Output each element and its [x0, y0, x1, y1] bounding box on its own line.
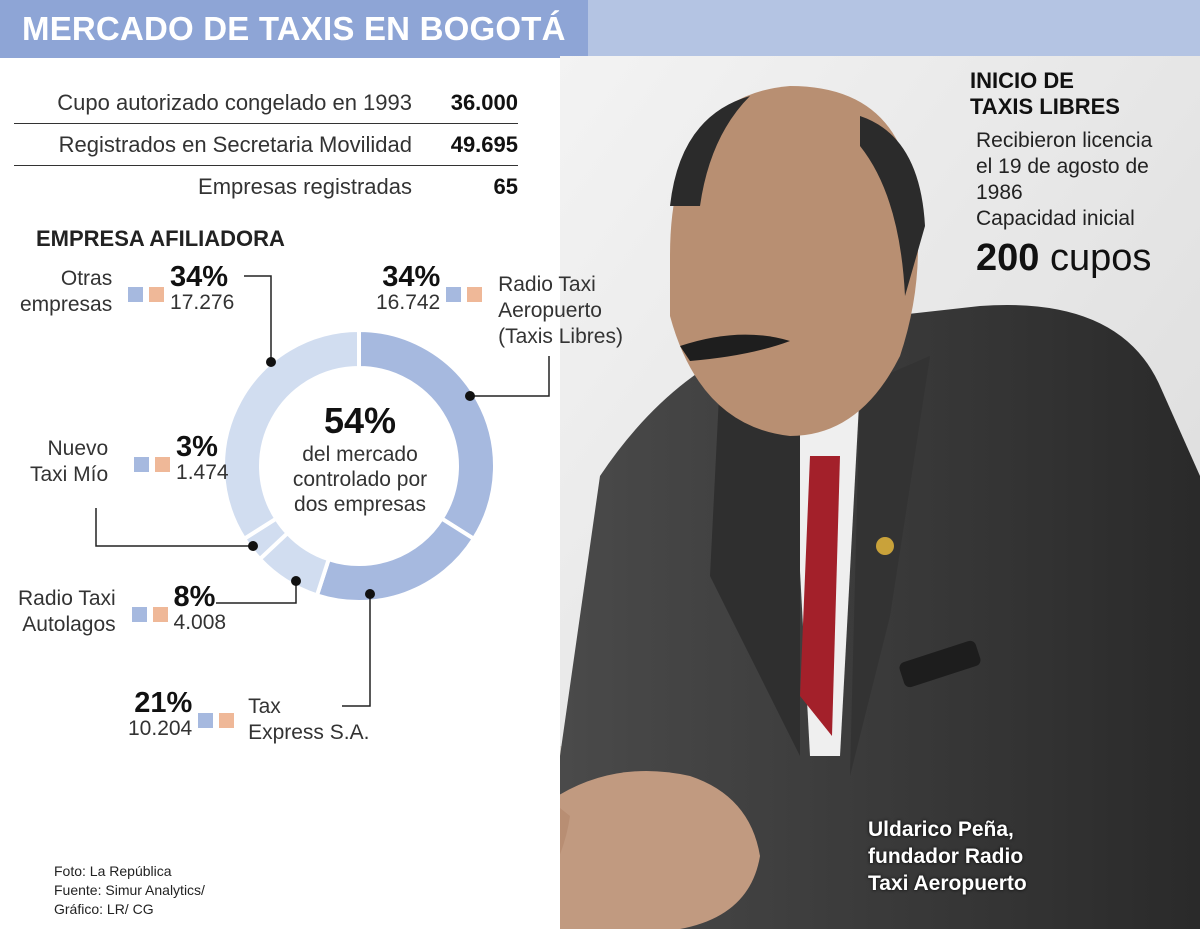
- affiliates-title: EMPRESA AFILIADORA: [36, 226, 285, 251]
- stat-value: 49.695: [450, 131, 518, 157]
- donut-slice-otras-empresas: [221, 327, 361, 542]
- slice-name-line: Express S.A.: [248, 721, 370, 744]
- caption-line: fundador Radio: [868, 845, 1024, 868]
- inicio-capacity: 200 cupos: [976, 237, 1151, 280]
- page-title: MERCADO DE TAXIS EN BOGOTÁ: [22, 10, 566, 47]
- inicio-text-line: el 19 de agosto de: [976, 155, 1149, 178]
- stat-row-cupo: Cupo autorizado congelado en 1993 36.000: [14, 82, 518, 124]
- stat-row-registrados: Registrados en Secretaria Movilidad 49.6…: [14, 124, 518, 166]
- slice-name-line: Nuevo: [47, 437, 109, 460]
- stat-row-empresas: Empresas registradas 65: [14, 166, 518, 207]
- slice-name-line: Tax: [248, 695, 281, 718]
- stat-label: Empresas registradas: [198, 173, 412, 199]
- slice-percent: 3%: [176, 431, 218, 463]
- credits: Foto: La República Fuente: Simur Analyti…: [54, 862, 205, 919]
- count-marker: [155, 457, 171, 472]
- slice-label-nuevo-taxi-mio: Nuevo Taxi Mío 3% 1.474: [30, 431, 229, 488]
- leader-line-otras-empresas: [244, 275, 272, 362]
- slice-label-radio-taxi-aeropuerto: 34% 16.742 Radio Taxi Aeropuerto (Taxis …: [376, 261, 623, 350]
- count-marker: [149, 287, 165, 302]
- credit-line: Gráfico: LR/ CG: [54, 901, 154, 917]
- inicio-title-line: INICIO DE: [970, 68, 1074, 93]
- center-text-line: del mercado: [302, 443, 418, 466]
- stat-value: 36.000: [450, 89, 518, 115]
- leader-dot-nuevo-taxi-mio: [248, 541, 258, 551]
- inicio-title: INICIO DE TAXIS LIBRES: [970, 68, 1120, 120]
- percent-marker: [128, 287, 144, 302]
- donut-center-text: del mercado controlado por dos empresas: [276, 442, 444, 517]
- percent-marker: [131, 607, 147, 622]
- leader-line-radio-taxi-aeropuerto: [470, 356, 550, 397]
- center-text-line: dos empresas: [294, 493, 426, 516]
- stat-value: 65: [493, 173, 518, 199]
- inicio-text: Recibieron licencia el 19 de agosto de 1…: [976, 128, 1186, 232]
- caption-line: Taxi Aeropuerto: [868, 872, 1027, 895]
- slice-name-line: Autolagos: [22, 613, 116, 636]
- slice-percent: 21%: [134, 687, 193, 719]
- slice-label-tax-express: 21% 10.204 Tax Express S.A.: [128, 687, 370, 746]
- stat-label: Registrados en Secretaria Movilidad: [58, 131, 412, 157]
- leader-line-nuevo-taxi-mio: [95, 508, 253, 547]
- slice-count: 17.276: [170, 291, 235, 314]
- donut-center-value: 54%: [323, 400, 397, 441]
- inicio-title-line: TAXIS LIBRES: [970, 94, 1120, 119]
- slice-percent: 8%: [173, 581, 216, 613]
- inicio-unit: cupos: [1049, 237, 1152, 279]
- leader-line-tax-express: [342, 594, 371, 707]
- photo-caption: Uldarico Peña, fundador Radio Taxi Aerop…: [868, 816, 1027, 897]
- stats-table: Cupo autorizado congelado en 1993 36.000…: [14, 82, 518, 207]
- stat-label: Cupo autorizado congelado en 1993: [57, 89, 412, 115]
- slice-name-line: (Taxis Libres): [498, 325, 623, 348]
- caption-line: Uldarico Peña,: [868, 818, 1014, 841]
- inicio-text-line: 1986: [976, 181, 1023, 204]
- donut-slice-tax-express: [314, 515, 477, 604]
- leader-dot-otras-empresas: [266, 357, 276, 367]
- slice-name-line: Radio Taxi: [498, 273, 596, 296]
- slice-percent: 34%: [382, 261, 441, 293]
- slice-label-otras-empresas: Otras empresas 34% 17.276: [20, 261, 235, 318]
- slice-label-radio-taxi-autolagos: Radio Taxi Autolagos 8% 4.008: [18, 581, 227, 638]
- portrait-photo: [560, 56, 1200, 929]
- inicio-text-line: Recibieron licencia: [976, 129, 1153, 152]
- slice-name-line: empresas: [20, 293, 113, 316]
- slice-name-line: Taxi Mío: [30, 463, 109, 486]
- leader-dot-tax-express: [365, 589, 375, 599]
- percent-marker: [134, 457, 150, 472]
- credit-line: Foto: La República: [54, 863, 172, 879]
- percent-marker: [446, 287, 462, 302]
- slice-count: 4.008: [173, 611, 227, 634]
- inicio-text-line: Capacidad inicial: [976, 207, 1135, 230]
- center-text-line: controlado por: [292, 468, 428, 491]
- slice-count: 1.474: [176, 461, 229, 484]
- slice-name-line: Radio Taxi: [18, 587, 116, 610]
- percent-marker: [198, 713, 214, 728]
- slice-count: 16.742: [376, 291, 441, 314]
- title-tab: MERCADO DE TAXIS EN BOGOTÁ: [0, 0, 588, 58]
- inicio-number: 200: [976, 237, 1040, 279]
- credit-line: Fuente: Simur Analytics/: [54, 882, 205, 898]
- leader-dot-radio-taxi-aeropuerto: [465, 391, 475, 401]
- slice-name-line: Aeropuerto: [498, 299, 602, 322]
- count-marker: [467, 287, 483, 302]
- slice-percent: 34%: [170, 261, 229, 293]
- count-marker: [152, 607, 168, 622]
- count-marker: [219, 713, 235, 728]
- slice-count: 10.204: [128, 717, 193, 740]
- leader-line-radio-taxi-autolagos: [216, 581, 297, 604]
- slice-name-line: Otras: [60, 267, 113, 290]
- leader-dot-radio-taxi-autolagos: [291, 576, 301, 586]
